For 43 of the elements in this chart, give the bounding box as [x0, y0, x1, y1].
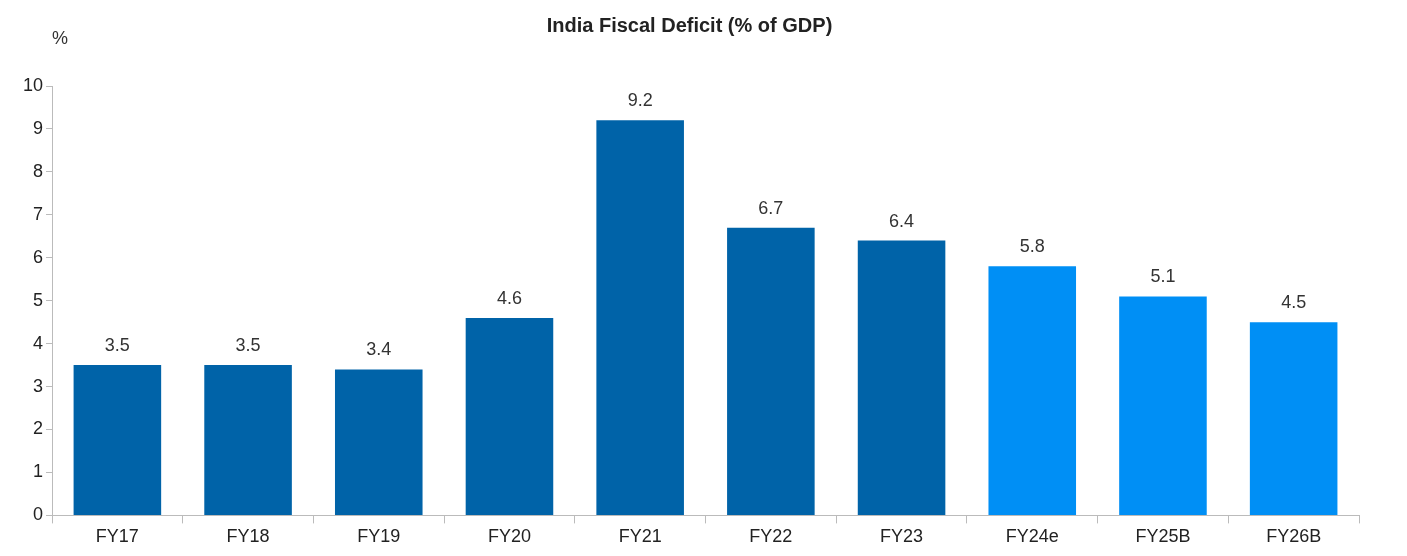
y-tick-label: 4 [33, 332, 44, 353]
y-tick-label: 8 [33, 160, 44, 181]
x-tick-label: FY23 [880, 526, 924, 547]
x-tick-label: FY26B [1266, 526, 1322, 547]
data-label: 3.4 [366, 339, 392, 360]
bar [1119, 296, 1207, 515]
x-tick-label: FY20 [487, 526, 531, 547]
y-tick-label: 6 [33, 246, 44, 267]
bar [465, 317, 554, 515]
bar [204, 365, 292, 515]
y-tick-label: 7 [33, 203, 44, 224]
y-tick-label: 3 [33, 375, 44, 396]
data-label: 5.8 [1019, 236, 1045, 257]
x-tick-label: FY24e [1005, 526, 1059, 547]
bar [857, 240, 946, 515]
y-tick-label: 0 [33, 504, 44, 525]
bar [988, 266, 1077, 515]
data-label: 5.1 [1150, 266, 1176, 287]
data-label: 4.6 [496, 287, 522, 308]
bar [334, 369, 423, 515]
data-label: 3.5 [104, 335, 130, 356]
data-label: 9.2 [627, 90, 653, 111]
bar [596, 120, 684, 515]
y-tick-label: 10 [22, 74, 44, 95]
y-axis-title: % [51, 27, 69, 48]
y-tick-label: 5 [33, 289, 44, 310]
y-tick-label: 1 [33, 461, 44, 482]
x-tick-label: FY19 [357, 526, 401, 547]
bar [727, 227, 815, 515]
bar [1249, 322, 1338, 515]
x-tick-label: FY22 [749, 526, 793, 547]
x-tick-label: FY18 [226, 526, 270, 547]
data-label: 6.7 [758, 197, 784, 218]
bar [73, 365, 162, 515]
data-label: 6.4 [889, 210, 915, 231]
x-tick-label: FY21 [618, 526, 662, 547]
y-tick-label: 9 [33, 117, 44, 138]
chart-title: India Fiscal Deficit (% of GDP) [546, 13, 833, 36]
y-tick-label: 2 [33, 418, 44, 439]
data-label: 3.5 [235, 335, 261, 356]
x-tick-label: FY17 [95, 526, 139, 547]
x-tick-label: FY25B [1135, 526, 1191, 547]
data-label: 4.5 [1281, 292, 1307, 313]
